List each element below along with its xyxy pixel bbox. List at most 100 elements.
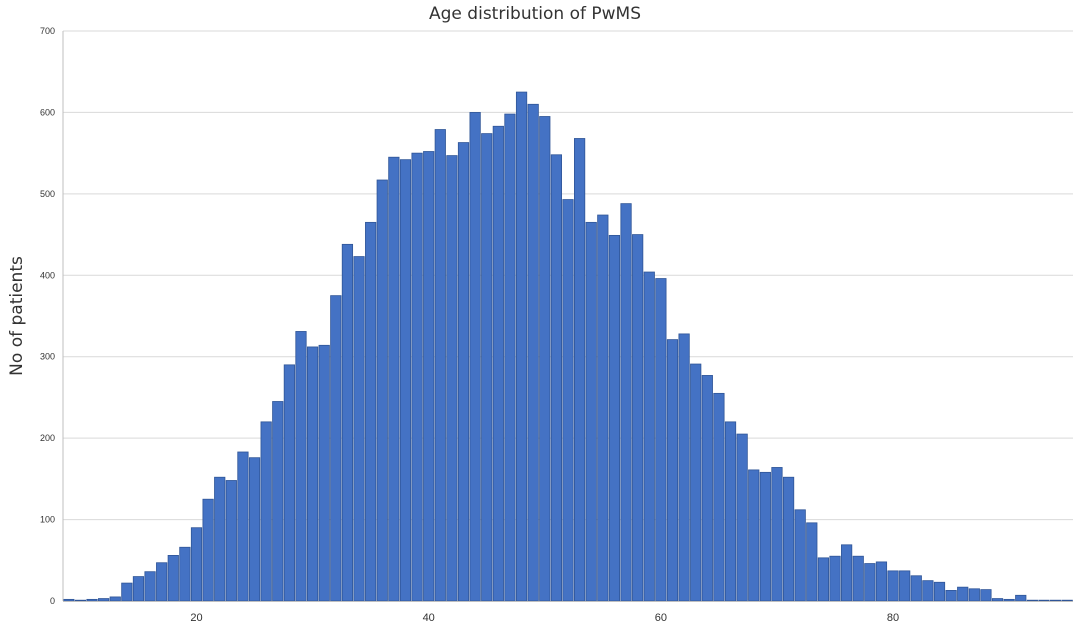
bar <box>492 125 504 602</box>
bar <box>156 562 168 602</box>
bar <box>991 598 1004 602</box>
bar <box>655 278 667 602</box>
bar <box>504 113 516 602</box>
bar <box>283 364 295 602</box>
bar <box>666 339 679 602</box>
x-tick-label: 40 <box>423 612 435 624</box>
bar <box>469 112 481 602</box>
bar <box>1015 594 1027 602</box>
bar <box>968 588 980 602</box>
x-axis-ticks: 20 40 60 80 <box>190 612 899 624</box>
bar <box>701 375 713 602</box>
bar <box>376 179 388 602</box>
bar <box>980 589 992 602</box>
bar <box>388 156 400 602</box>
bar <box>632 234 644 602</box>
x-tick-label: 80 <box>887 612 899 624</box>
bar <box>957 586 969 602</box>
bar <box>423 151 435 602</box>
bar <box>875 561 888 602</box>
y-tick-label: 400 <box>40 270 55 280</box>
bar <box>214 476 226 602</box>
y-tick-label: 600 <box>40 107 55 117</box>
y-tick-label: 200 <box>40 433 55 443</box>
bar <box>690 363 702 602</box>
bar <box>643 271 655 602</box>
bar <box>411 152 423 602</box>
bar <box>1026 599 1038 602</box>
bar <box>759 471 771 602</box>
y-axis-ticks: 0 100 200 300 400 500 600 700 <box>40 26 55 606</box>
bar <box>597 214 609 602</box>
bar <box>539 116 551 602</box>
y-axis-label: No of patients <box>7 256 27 376</box>
bar <box>318 344 330 602</box>
bar <box>794 509 806 602</box>
bar <box>202 498 214 602</box>
bar <box>608 234 621 602</box>
bar <box>562 199 574 602</box>
bar <box>841 544 853 602</box>
bar <box>330 295 342 602</box>
y-tick-label: 300 <box>40 352 55 362</box>
bar <box>933 581 946 602</box>
bar <box>225 480 237 602</box>
bar <box>237 451 249 602</box>
bar <box>515 91 528 602</box>
bar <box>852 555 864 602</box>
bar <box>260 421 272 602</box>
bar <box>353 256 365 602</box>
x-tick-label: 60 <box>655 612 667 624</box>
bar <box>481 133 493 602</box>
bar <box>1003 598 1015 602</box>
bar <box>574 138 586 602</box>
bar <box>806 522 818 602</box>
y-tick-label: 700 <box>40 26 55 36</box>
bar <box>887 570 899 602</box>
chart-title: Age distribution of PwMS <box>429 4 641 24</box>
bar <box>724 421 737 602</box>
bar <box>179 546 191 602</box>
bar <box>899 570 911 602</box>
bar <box>74 599 87 602</box>
bar <box>132 576 145 602</box>
bar <box>527 103 539 602</box>
bar <box>782 476 795 602</box>
bar <box>817 557 830 602</box>
bar <box>446 155 458 602</box>
bar <box>829 555 841 602</box>
bar <box>144 571 156 602</box>
bar <box>341 243 354 602</box>
bar <box>736 433 748 602</box>
bar <box>550 154 563 602</box>
bar <box>86 598 98 602</box>
y-tick-label: 0 <box>50 596 55 606</box>
bar <box>434 129 446 602</box>
bar <box>1038 599 1050 602</box>
bar <box>713 392 725 602</box>
y-tick-label: 100 <box>40 515 55 525</box>
bar <box>678 333 690 602</box>
bar <box>365 221 377 602</box>
bar <box>864 563 876 602</box>
bar <box>295 331 307 602</box>
bar <box>167 555 179 602</box>
y-tick-label: 500 <box>40 189 55 199</box>
bar <box>190 527 203 602</box>
bar <box>922 580 934 602</box>
bar <box>248 457 261 602</box>
bar <box>585 221 597 602</box>
bar <box>272 401 284 602</box>
bar <box>771 467 783 602</box>
bar <box>457 142 470 602</box>
bars <box>63 91 1073 602</box>
bar <box>945 590 957 602</box>
x-tick-label: 20 <box>190 612 202 624</box>
bar <box>399 159 412 602</box>
bar <box>98 598 110 602</box>
bar <box>1061 599 1073 602</box>
bar <box>620 203 632 602</box>
bar <box>63 598 75 602</box>
bar <box>121 582 133 602</box>
